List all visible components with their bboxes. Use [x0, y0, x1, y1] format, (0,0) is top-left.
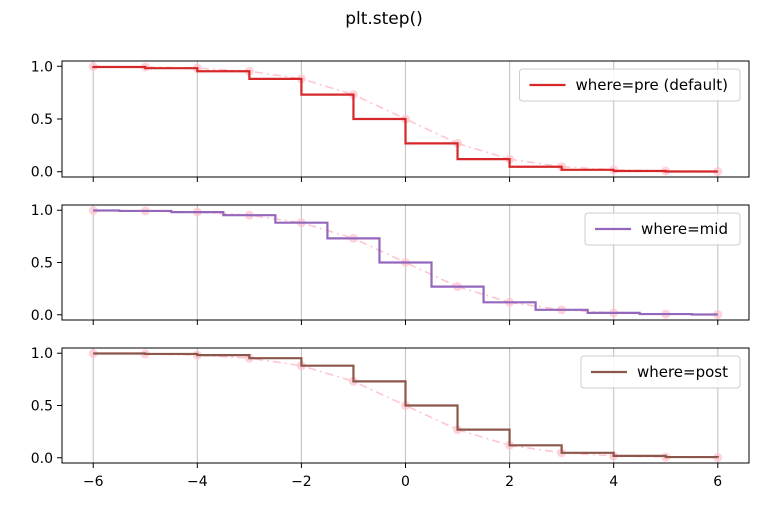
panels: 0.0 0.5 1.0 where=pre (default) 0.0 0.5 1.0 whe… [31, 59, 750, 490]
y-tick-label: 0.5 [31, 112, 53, 128]
legend-box [584, 212, 741, 246]
x-tick-label: −6 [83, 474, 104, 490]
x-tick-label: 4 [609, 474, 618, 490]
y-tick-label: 0.5 [31, 399, 53, 415]
panel-post: 0.0 0.5 1.0 −6 −4 −2 0 2 4 6 where=post [31, 346, 750, 490]
y-tick-label: 1.0 [31, 203, 53, 219]
y-tick-label: 0.0 [31, 308, 53, 324]
legend-post: where=post [580, 355, 741, 389]
legend-box [580, 355, 741, 389]
y-tick-label: 0.0 [31, 165, 53, 181]
x-tick-label: 6 [713, 474, 722, 490]
legend-mid: where=mid [584, 212, 741, 246]
legend-label: where=mid [641, 220, 728, 238]
legend-label: where=post [637, 363, 728, 381]
step-series-post [93, 352, 719, 459]
panel-mid: 0.0 0.5 1.0 where=mid [31, 203, 750, 325]
y-tick-label: 0.5 [31, 256, 53, 272]
legend-box [519, 68, 741, 102]
panel-pre: 0.0 0.5 1.0 where=pre (default) [31, 59, 750, 182]
y-tick-label: 1.0 [31, 346, 53, 362]
x-tick-label: 2 [505, 474, 514, 490]
chart-title: plt.step() [345, 9, 423, 29]
legend-label: where=pre (default) [576, 76, 728, 94]
step-series-mid [93, 209, 718, 316]
y-tick-label: 1.0 [31, 59, 53, 75]
x-tick-label: −4 [187, 474, 208, 490]
x-tick-label: −2 [291, 474, 312, 490]
step-series-pre [92, 65, 718, 173]
x-tick-label: 0 [401, 474, 410, 490]
y-tick-label: 0.0 [31, 451, 53, 467]
legend-pre: where=pre (default) [519, 68, 741, 102]
